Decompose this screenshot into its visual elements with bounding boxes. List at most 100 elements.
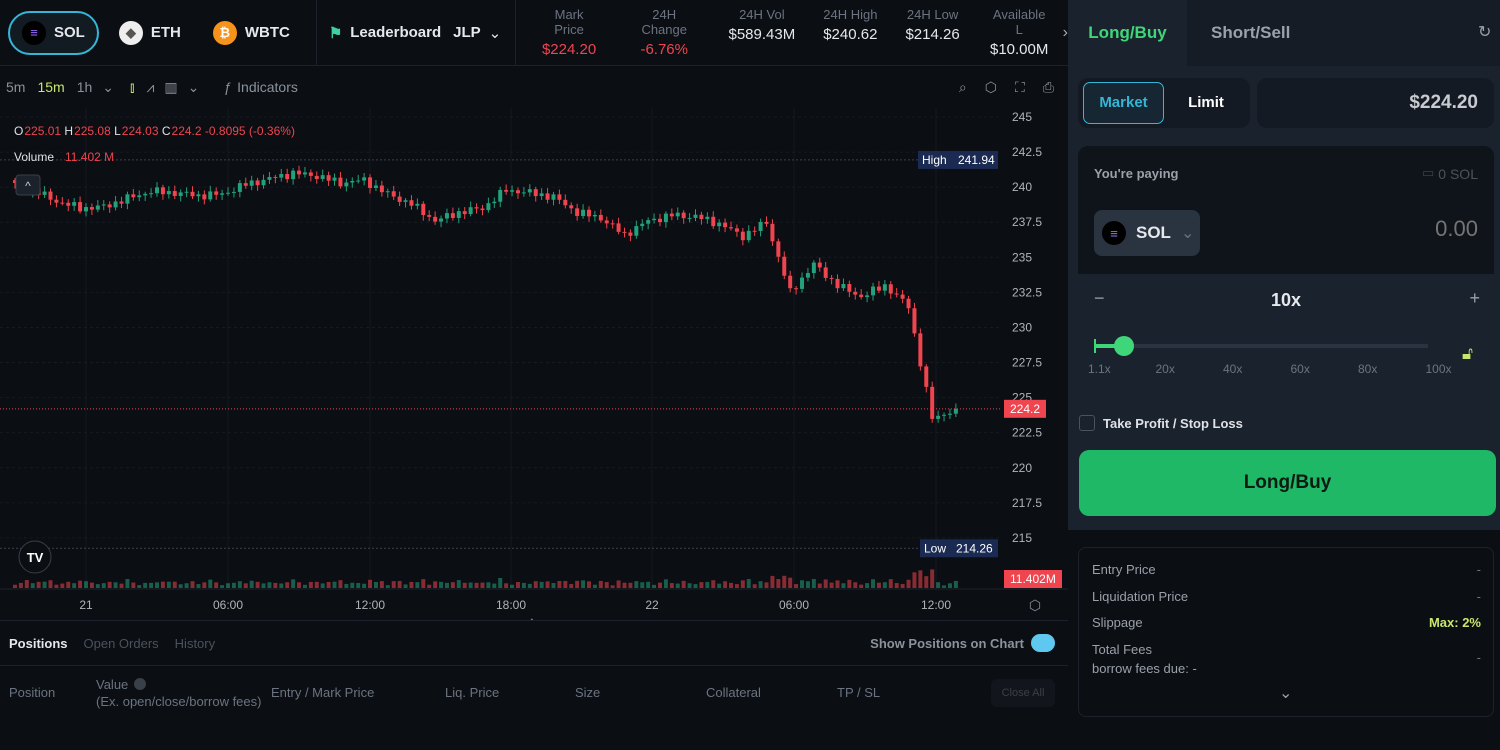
candle — [143, 193, 148, 196]
camera-icon[interactable]: ⎙ — [1042, 78, 1054, 95]
long-buy-submit-button[interactable]: Long/Buy — [1079, 450, 1496, 516]
leverage-slider-handle[interactable] — [1114, 336, 1134, 356]
volume-bar — [297, 582, 302, 588]
volume-bar — [900, 583, 905, 588]
candle — [640, 223, 645, 227]
candle — [817, 262, 822, 268]
candle — [953, 408, 958, 414]
price-chart[interactable]: 245242.5240237.5235232.5230227.5225222.5… — [0, 108, 1068, 620]
y-tick-label: 215 — [1012, 531, 1032, 545]
fullscreen-icon[interactable]: ⛶ — [1014, 78, 1025, 95]
collapse-legend-button[interactable] — [15, 174, 41, 196]
market-button[interactable]: Market — [1083, 82, 1164, 124]
volume-bar — [492, 583, 497, 588]
eth-icon: ◆ — [118, 20, 143, 45]
chevron-down-icon[interactable]: ⌄ — [1279, 685, 1293, 702]
volume-bar — [752, 584, 757, 588]
resize-handle-icon[interactable]: ↕ — [529, 614, 535, 620]
volume-bar — [326, 581, 331, 588]
interval-1h[interactable]: 1h — [76, 79, 93, 95]
bar-chart-icon[interactable]: ▥ — [164, 78, 178, 95]
candle — [569, 205, 574, 209]
volume-bar — [853, 582, 858, 588]
interval-5m[interactable]: 5m — [6, 79, 26, 95]
candle — [492, 201, 497, 204]
decrease-leverage-button[interactable]: − — [1094, 288, 1105, 308]
line-chart-icon[interactable]: ⩘ — [146, 78, 155, 95]
leaderboard-link[interactable]: ⚑ Leaderboard — [325, 11, 445, 55]
col-liq-price: Liq. Price — [445, 685, 500, 700]
volume-bar — [770, 575, 775, 588]
indicators-button[interactable]: Indicators — [237, 79, 298, 95]
candle — [800, 277, 805, 289]
unlock-icon[interactable]: 🔓︎ — [1462, 344, 1474, 363]
stat-value: -6.76% — [640, 41, 688, 58]
info-value: - — [1476, 588, 1481, 604]
limit-button[interactable]: Limit — [1188, 94, 1224, 111]
axis-settings-icon[interactable]: ⬡ — [1029, 597, 1041, 613]
volume-bar — [149, 582, 154, 588]
stat-label: 24H Vol — [739, 7, 785, 22]
candle — [616, 223, 621, 232]
volume-bar — [415, 582, 420, 588]
token-select[interactable]: ≡ SOL ⌄ — [1094, 210, 1200, 256]
tab-open-orders[interactable]: Open Orders — [83, 635, 159, 651]
stat-value: $214.26 — [905, 26, 960, 43]
volume-bar — [107, 581, 112, 588]
volume-bar — [610, 585, 615, 588]
candle — [563, 199, 568, 206]
volume-bar — [687, 583, 692, 588]
tab-positions[interactable]: Positions — [9, 635, 68, 651]
leverage-slider[interactable] — [1094, 344, 1428, 348]
tab-short-sell[interactable]: Short/Sell — [1211, 23, 1291, 42]
volume-bar — [634, 581, 639, 588]
leverage-mark: 20x — [1155, 362, 1175, 376]
fx-icon[interactable]: ƒ — [223, 79, 232, 95]
chevron-down-icon: ⌄ — [488, 24, 502, 42]
pool-select[interactable]: JLP ⌄ — [449, 11, 505, 55]
volume-bar — [663, 579, 668, 588]
leverage-mark: 40x — [1223, 362, 1243, 376]
volume-bar — [356, 582, 361, 588]
volume-bar — [859, 584, 864, 588]
volume-bar — [166, 581, 171, 588]
volume-bar — [24, 580, 29, 588]
tpsl-checkbox[interactable] — [1079, 415, 1095, 431]
candle — [119, 201, 124, 204]
y-tick-label: 237.5 — [1012, 215, 1042, 229]
tradingview-logo[interactable] — [18, 540, 52, 574]
refresh-icon[interactable]: ↻ — [1478, 24, 1492, 41]
leverage-mark: 1.1x — [1088, 362, 1111, 376]
chevron-right-icon[interactable]: › — [1062, 23, 1068, 41]
candle — [101, 204, 106, 206]
candle — [515, 190, 520, 194]
order-info: Entry Price - Liquidation Price - Slippage Ma… — [1078, 547, 1494, 717]
tab-history[interactable]: History — [174, 635, 216, 651]
amount-input[interactable] — [1278, 216, 1478, 242]
candle — [876, 286, 881, 291]
value-toggle[interactable] — [134, 678, 146, 690]
coin-tab-wbtc[interactable]: ₿ WBTC — [201, 11, 302, 55]
volume-bar — [214, 582, 219, 588]
coin-tab-sol[interactable]: ≡ SOL — [8, 10, 99, 55]
chevron-down-icon[interactable]: ⌄ — [187, 78, 200, 95]
volume-bar — [504, 583, 509, 588]
quick-search-icon[interactable]: ⌕ — [958, 78, 967, 95]
coin-label: SOL — [54, 24, 85, 41]
volume-legend-value: 11.402 M — [65, 150, 114, 164]
volume-bar — [462, 582, 467, 588]
close-all-button[interactable]: Close All — [991, 679, 1055, 707]
chevron-down-icon[interactable]: ⌄ — [102, 78, 114, 95]
info-value: Max: 2% — [1428, 615, 1481, 630]
show-positions-toggle[interactable] — [1031, 634, 1055, 652]
settings-icon[interactable]: ⬡ — [984, 78, 997, 95]
tab-long-buy[interactable]: Long/Buy — [1068, 0, 1187, 66]
candlestick-icon[interactable]: ⫾ — [130, 78, 135, 95]
candle — [947, 413, 952, 415]
candle — [865, 295, 870, 298]
interval-15m[interactable]: 15m — [37, 79, 65, 95]
volume-bar — [498, 577, 503, 588]
increase-leverage-button[interactable]: + — [1469, 288, 1480, 308]
candle — [835, 278, 840, 289]
coin-tab-eth[interactable]: ◆ ETH — [107, 11, 193, 55]
